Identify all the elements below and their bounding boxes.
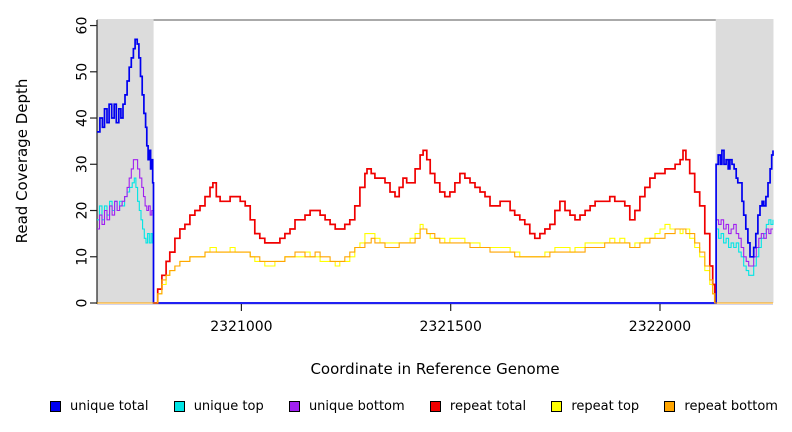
y-tick-label: 40	[75, 109, 91, 127]
plot-border	[97, 19, 773, 305]
legend-item-unique-total: unique total	[50, 399, 148, 414]
y-axis-title: Read Coverage Depth	[13, 79, 31, 244]
legend-swatch-icon	[551, 400, 563, 412]
axes: 0 10 20 30 40 50 60 2321000 2321500 2322000	[75, 17, 692, 335]
series-unique-bottom	[715, 219, 773, 303]
series-repeat-bottom	[97, 228, 773, 304]
legend-label: repeat bottom	[684, 398, 778, 414]
coverage-chart: 0 10 20 30 40 50 60 2321000 2321500 2322000 Read …	[13, 17, 774, 378]
series-repeat-top	[153, 223, 716, 304]
legend-item-repeat-bottom: repeat bottom	[664, 399, 778, 414]
series-unique-total	[97, 38, 774, 304]
legend-swatch-icon	[429, 400, 441, 412]
legend-label: unique bottom	[308, 398, 405, 414]
shaded-regions	[97, 19, 774, 303]
legend-label: unique total	[70, 398, 149, 414]
legend-swatch-icon	[288, 400, 300, 412]
series-lines	[97, 38, 774, 304]
y-tick-label: 30	[75, 155, 91, 173]
shaded-region-1	[97, 19, 154, 303]
series-unique-bottom	[97, 159, 155, 303]
legend-item-repeat-total: repeat total	[429, 398, 527, 414]
series-unique-top	[715, 219, 774, 303]
legend-swatch-icon	[50, 400, 61, 412]
x-axis-title: Coordinate in Reference Genome	[310, 360, 559, 378]
legend-item-repeat-top: repeat top	[551, 399, 639, 414]
series-repeat-total	[153, 149, 716, 304]
legend-label: unique top	[193, 398, 264, 414]
y-tick-label: 20	[75, 202, 91, 220]
x-tick-label: 2321000	[210, 319, 272, 335]
legend-item-unique-bottom: unique bottom	[288, 398, 405, 414]
legend-swatch-icon	[173, 400, 185, 412]
y-tick-label: 60	[75, 17, 91, 35]
legend-label: repeat top	[571, 398, 640, 414]
legend-swatch-icon	[664, 400, 676, 412]
legend-item-unique-top: unique top	[173, 398, 264, 414]
y-tick-label: 10	[75, 248, 91, 266]
y-tick-label: 0	[75, 299, 91, 308]
legend: unique total unique top unique bottom repea…	[0, 393, 792, 419]
legend-label: repeat total	[449, 398, 527, 414]
x-tick-label: 2321500	[420, 319, 482, 335]
x-tick-label: 2322000	[629, 319, 691, 335]
y-tick-label: 50	[75, 63, 91, 81]
